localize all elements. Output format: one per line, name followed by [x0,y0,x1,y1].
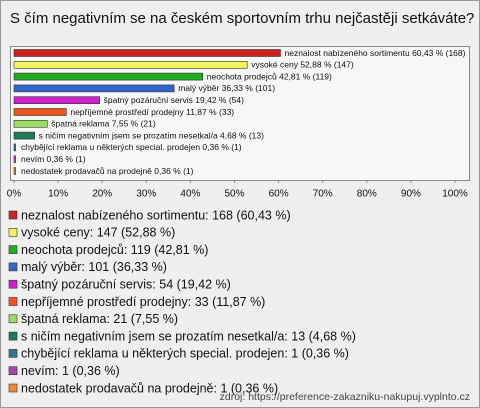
legend-swatch [8,210,18,220]
bar [13,60,248,69]
legend-label: neznalost nabízeného sortimentu: 168 (60… [21,208,291,222]
bar-label: neochota prodejců 42,81 % (119) [207,71,332,81]
x-tick-label: 0% [7,189,22,200]
legend-swatch [8,349,18,358]
bar-label: chybějící reklama u některých special. p… [21,142,242,152]
legend-label: špatná reklama: 21 (7,55 %) [21,312,178,326]
legend-label: nepříjemné prostředí prodejny: 33 (11,87… [21,295,265,309]
legend-label: malý výběr: 101 (36,33 %) [21,260,167,274]
legend-label: neochota prodejců: 119 (42,81 %) [21,243,208,257]
bar-label: nepříjemné prostředí prodejny 11,87 % (3… [70,107,234,117]
bar-label: špatná reklama 7,55 % (21) [51,119,156,129]
legend-label: nevím: 1 (0,36 %) [21,364,120,378]
x-tick-label: 60% [269,189,289,200]
source: zdroj: https://preference-zakazniku-naku… [220,391,470,403]
x-tick-label: 100% [442,189,468,200]
x-tick-label: 30% [136,189,156,200]
x-tick-label: 20% [92,189,112,200]
legend-swatch [8,262,18,272]
bar-label: vysoké ceny 52,88 % (147) [251,60,354,70]
legend-label: špatný pozáruční servis: 54 (19,42 %) [21,277,231,291]
bar-label: nevím 0,36 % (1) [21,154,86,164]
legend-label: vysoké ceny: 147 (52,88 %) [21,226,175,240]
legend-swatch [8,297,18,306]
bar [13,108,67,116]
x-tick-label: 40% [180,189,200,200]
bar [13,155,16,163]
bar [13,131,35,140]
legend-swatch [8,314,18,324]
bar [13,167,16,175]
bar [13,49,281,57]
x-tick-label: 90% [401,189,421,200]
bar [13,143,16,152]
bar [13,120,48,128]
bar [13,96,100,104]
bar-label: nedostatek prodavačů na prodejně 0,36 % … [21,166,194,176]
bar-label: s ničím negativním jsem se prozatím nese… [39,130,265,140]
legend-swatch [8,383,18,393]
legend-label: nedostatek prodavačů na prodejně: 1 (0,3… [21,381,278,395]
legend-swatch [8,245,18,254]
plot-frame [10,46,470,181]
legend-swatch [8,228,18,237]
bar-label: špatný pozáruční servis 19,42 % (54) [104,95,244,105]
bar-label: neznalost nabízeného sortimentu 60,43 % … [284,48,465,58]
legend-label: s ničím negativním jsem se prozatím nese… [21,329,356,343]
legend-swatch [8,366,18,376]
x-tick-label: 70% [313,189,333,200]
bar-label: malý výběr 36,33 % (101) [178,83,275,93]
legend-label: chybějící reklama u některých special. p… [21,347,349,361]
bar [13,84,175,93]
x-tick-label: 10% [48,189,68,200]
x-tick-label: 80% [357,189,377,200]
legend-swatch [8,279,18,289]
chart-title: S čím negativním se na českém sportovním… [10,10,474,27]
legend-swatch [8,331,18,341]
bar [13,72,204,81]
x-tick-label: 50% [224,189,244,200]
